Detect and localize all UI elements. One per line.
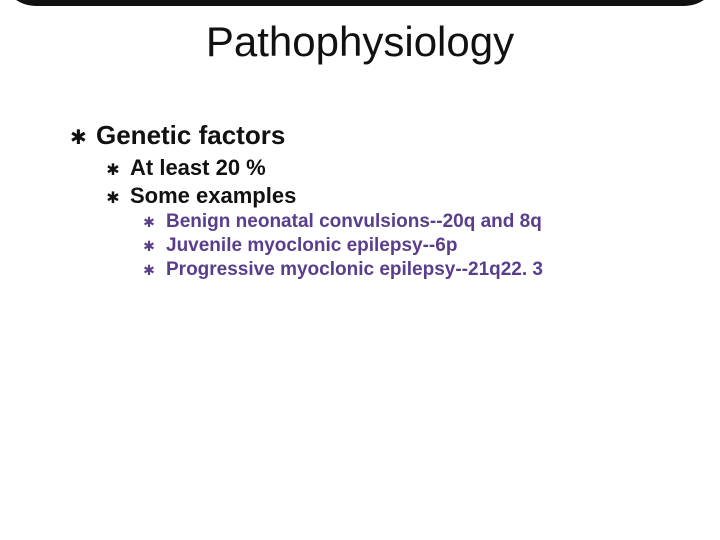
bullet-lvl3: ✱ Juvenile myoclonic epilepsy--6p [142,235,660,257]
bullet-icon: ✱ [142,262,156,279]
bullet-lvl3-text: Benign neonatal convulsions--20q and 8q [166,211,542,233]
bullet-lvl3-text: Juvenile myoclonic epilepsy--6p [166,235,457,257]
bullet-icon: ✱ [70,125,84,150]
bullet-lvl2-text: Some examples [130,183,296,209]
bullet-lvl3-text: Progressive myoclonic epilepsy--21q22. 3 [166,259,543,281]
slide-title: Pathophysiology [0,18,720,66]
bullet-lvl1: ✱ Genetic factors [70,120,660,151]
slide-content: ✱ Genetic factors ✱ At least 20 % ✱ Some… [70,120,660,283]
bullet-icon: ✱ [142,214,156,231]
bullet-lvl2-text: At least 20 % [130,155,266,181]
bullet-lvl2: ✱ Some examples [106,183,660,209]
bullet-lvl3: ✱ Progressive myoclonic epilepsy--21q22.… [142,259,660,281]
bullet-icon: ✱ [106,160,120,180]
bullet-icon: ✱ [142,238,156,255]
top-decorative-band [0,0,720,6]
bullet-lvl2: ✱ At least 20 % [106,155,660,181]
bullet-lvl3: ✱ Benign neonatal convulsions--20q and 8… [142,211,660,233]
bullet-lvl1-text: Genetic factors [96,120,285,151]
slide: Pathophysiology ✱ Genetic factors ✱ At l… [0,0,720,540]
bullet-icon: ✱ [106,188,120,208]
